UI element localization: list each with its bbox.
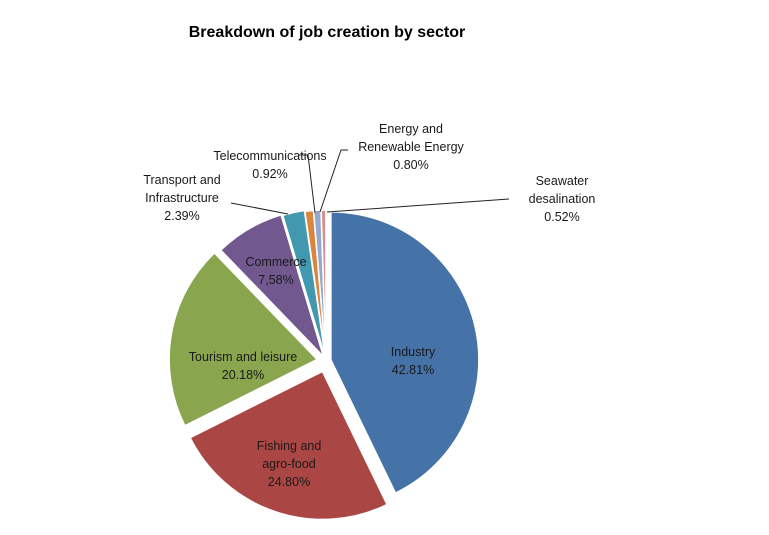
- leader-lines: [230, 149, 510, 215]
- leader-line-seawater-desalination: [326, 198, 510, 213]
- leader-line-energy-and-renewable-energy: [319, 149, 348, 213]
- data-label-line: Telecommunications: [213, 149, 326, 163]
- data-label-line: Industry: [391, 345, 436, 359]
- data-label-seawater-desalination: Seawater desalination 0.52%: [529, 174, 596, 224]
- data-label-line: Renewable Energy: [358, 140, 464, 154]
- data-label-telecommunications: Telecommunications 0.92%: [213, 149, 326, 181]
- pie-slices: [168, 209, 480, 521]
- data-label-line: 42.81%: [392, 363, 434, 377]
- slice-industry: [330, 211, 480, 495]
- data-label-line: Infrastructure: [145, 191, 219, 205]
- data-label-line: 20.18%: [222, 368, 264, 382]
- slice-labels: Industry 42.81% Fishing and agro-food 24.80%…: [143, 122, 595, 489]
- data-label-line: 24.80%: [268, 475, 310, 489]
- data-label-line: 0.92%: [252, 167, 287, 181]
- leader-line-telecommunications: [299, 154, 316, 214]
- slice-fishing-and-agro-food: [189, 370, 389, 521]
- leader-line-transport-and-infrastructure: [230, 202, 289, 215]
- data-label-line: Transport and: [143, 173, 220, 187]
- data-label-line: 2.39%: [164, 209, 199, 223]
- chart-title: Breakdown of job creation by sector: [189, 24, 466, 41]
- data-label-commerce: Commerce 7,58%: [245, 255, 306, 287]
- data-label-transport-and-infrastructure: Transport and Infrastructure 2.39%: [143, 173, 220, 223]
- data-label-line: agro-food: [262, 457, 316, 471]
- data-label-line: 7,58%: [258, 273, 293, 287]
- data-label-line: Seawater: [536, 174, 589, 188]
- data-label-industry: Industry 42.81%: [391, 345, 436, 377]
- slice-tourism-and-leisure: [168, 251, 319, 427]
- data-label-fishing-and-agro-food: Fishing and agro-food 24.80%: [257, 439, 322, 489]
- data-label-line: desalination: [529, 192, 596, 206]
- data-label-line: 0.52%: [544, 210, 579, 224]
- data-label-line: Tourism and leisure: [189, 350, 297, 364]
- data-label-energy-and-renewable-energy: Energy and Renewable Energy 0.80%: [358, 122, 464, 172]
- data-label-line: Commerce: [245, 255, 306, 269]
- data-label-line: Fishing and: [257, 439, 322, 453]
- slice-transport-and-infrastructure: [281, 209, 326, 358]
- data-label-line: 0.80%: [393, 158, 428, 172]
- data-label-tourism-and-leisure: Tourism and leisure 20.18%: [189, 350, 297, 382]
- slice-commerce: [219, 213, 325, 358]
- data-label-line: Energy and: [379, 122, 443, 136]
